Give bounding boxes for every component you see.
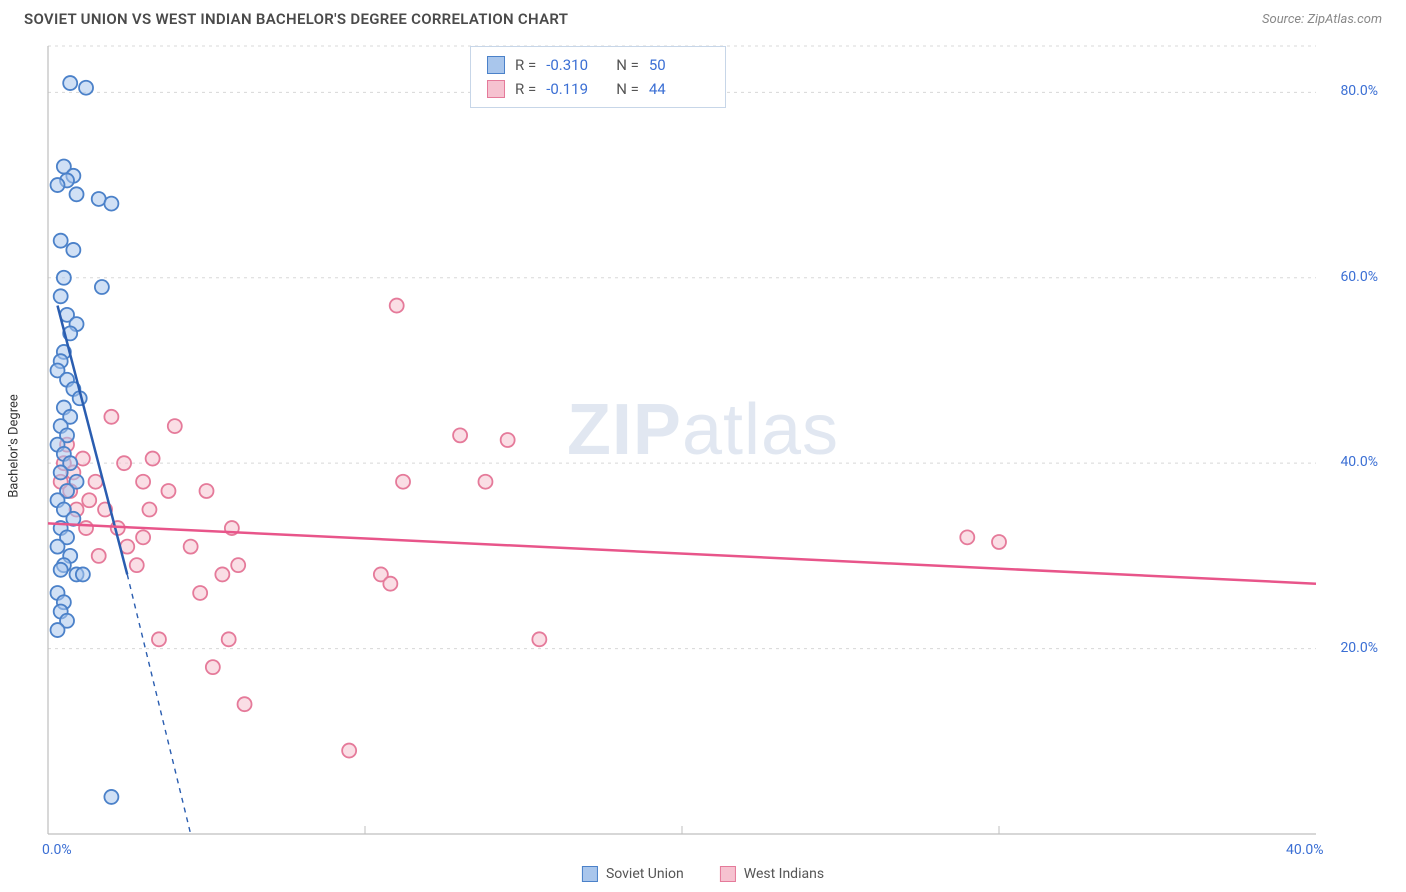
source-link[interactable]: ZipAtlas.com: [1307, 12, 1382, 27]
chart-container: Bachelor's Degree ZIPatlas R =-0.310N =5…: [20, 40, 1386, 852]
legend-row: R = -0.310 N = 50: [487, 53, 709, 77]
n-label: N =: [616, 53, 639, 77]
y-tick-label: 40.0%: [1340, 454, 1378, 470]
y-tick-label: 80.0%: [1340, 83, 1378, 99]
source-prefix: Source:: [1262, 12, 1307, 27]
series-legend: Soviet Union West Indians: [582, 866, 824, 882]
legend-label: Soviet Union: [606, 866, 684, 882]
legend-label: West Indians: [744, 866, 824, 882]
x-tick-label: 0.0%: [42, 842, 72, 858]
r-value: -0.310: [546, 53, 606, 77]
correlation-legend: R = -0.310 N = 50 R = -0.119 N = 44: [470, 46, 726, 108]
legend-swatch: [487, 80, 505, 98]
chart-header: SOVIET UNION VS WEST INDIAN BACHELOR'S D…: [0, 0, 1406, 32]
r-value: -0.119: [546, 77, 606, 101]
legend-swatch: [720, 866, 736, 882]
y-axis-label: Bachelor's Degree: [7, 394, 22, 498]
legend-swatch: [582, 866, 598, 882]
scatter-chart: [20, 40, 1386, 852]
legend-item: West Indians: [720, 866, 824, 882]
r-label: R =: [515, 77, 536, 101]
source-attribution: Source: ZipAtlas.com: [1262, 12, 1382, 27]
legend-item: Soviet Union: [582, 866, 684, 882]
chart-title: SOVIET UNION VS WEST INDIAN BACHELOR'S D…: [24, 10, 568, 28]
legend-row: R = -0.119 N = 44: [487, 77, 709, 101]
n-label: N =: [616, 77, 639, 101]
y-tick-label: 20.0%: [1340, 640, 1378, 656]
x-tick-label: 40.0%: [1286, 842, 1324, 858]
r-label: R =: [515, 53, 536, 77]
n-value: 50: [649, 53, 709, 77]
y-tick-label: 60.0%: [1340, 269, 1378, 285]
legend-swatch: [487, 56, 505, 74]
n-value: 44: [649, 77, 709, 101]
